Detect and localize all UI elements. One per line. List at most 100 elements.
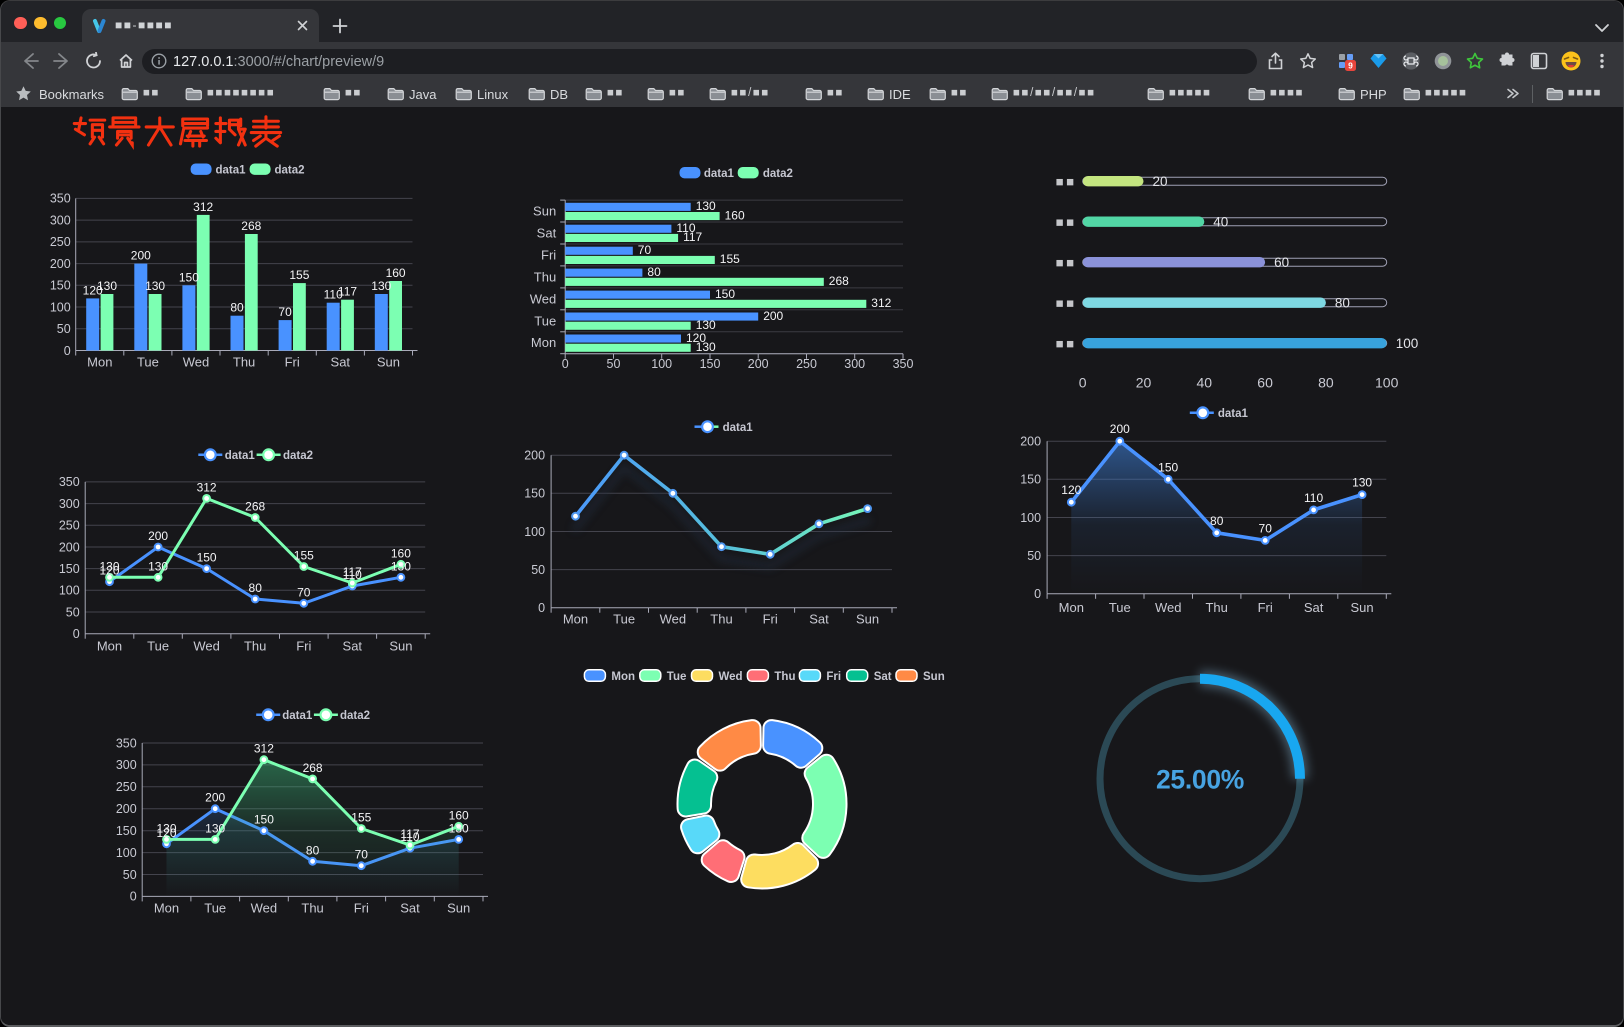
svg-text:50: 50 [57,322,71,336]
svg-text:40: 40 [1197,375,1213,391]
svg-text:130: 130 [97,279,117,293]
svg-text:20: 20 [1153,174,1168,189]
svg-text:300: 300 [59,497,80,511]
svg-text:312: 312 [254,742,274,756]
svg-text:150: 150 [700,357,721,371]
svg-text:Wed: Wed [183,355,210,370]
svg-text:117: 117 [400,827,419,841]
svg-text:data2: data2 [340,710,370,722]
svg-text:Tue: Tue [147,639,169,654]
svg-text:Tue: Tue [534,313,556,328]
svg-text:200: 200 [748,357,769,371]
svg-text:110: 110 [400,830,419,844]
svg-text:0: 0 [538,601,545,615]
svg-text:0: 0 [64,344,71,358]
svg-text:250: 250 [59,519,80,533]
svg-text:Mon: Mon [97,639,122,654]
svg-text:300: 300 [116,758,137,772]
svg-text:70: 70 [1259,521,1273,535]
svg-text:150: 150 [50,279,71,293]
svg-text:■■: ■■ [1056,296,1077,311]
svg-text:150: 150 [1158,460,1178,474]
svg-text:Sun: Sun [447,901,470,916]
svg-text:Wed: Wed [530,291,557,306]
svg-text:■■: ■■ [1056,174,1077,189]
svg-text:80: 80 [647,265,661,279]
svg-text:Wed: Wed [193,639,220,654]
svg-text:100: 100 [651,357,672,371]
svg-text:50: 50 [607,357,621,371]
svg-text:312: 312 [193,200,213,214]
svg-text:200: 200 [763,309,783,323]
svg-text:130: 130 [145,279,165,293]
svg-text:0: 0 [1034,587,1041,601]
svg-text:150: 150 [524,487,545,501]
svg-text:155: 155 [294,549,314,563]
svg-text:Mon: Mon [531,335,556,350]
svg-text:■■: ■■ [1056,255,1077,270]
svg-text:155: 155 [351,811,371,825]
svg-text:9: 9 [1348,61,1353,71]
svg-text:data1: data1 [216,164,247,176]
svg-text:250: 250 [50,235,71,249]
svg-text:data1: data1 [704,168,735,180]
svg-text:Thu: Thu [774,671,795,683]
svg-text:110: 110 [1304,491,1323,505]
svg-text:■■: ■■ [1056,215,1077,230]
svg-text:110: 110 [676,221,695,235]
svg-text:0: 0 [562,357,569,371]
svg-text:70: 70 [278,305,292,319]
svg-text:data2: data2 [283,450,313,462]
svg-text:0: 0 [130,890,137,904]
svg-text:117: 117 [338,285,357,299]
svg-text:Sun: Sun [856,611,879,626]
svg-text:150: 150 [179,270,199,284]
svg-text:100: 100 [1375,375,1399,391]
svg-text:120: 120 [1061,483,1081,497]
svg-text:60: 60 [1257,375,1273,391]
svg-text:50: 50 [66,605,80,619]
svg-text:Fri: Fri [1258,600,1273,615]
svg-text:Wed: Wed [1155,600,1182,615]
svg-text:150: 150 [116,824,137,838]
svg-text:160: 160 [391,546,411,560]
svg-text:130: 130 [99,559,119,573]
svg-text:200: 200 [59,540,80,554]
svg-text:50: 50 [531,563,545,577]
svg-text:200: 200 [205,791,225,805]
svg-text:350: 350 [893,357,914,371]
svg-text:200: 200 [50,257,71,271]
svg-text:130: 130 [696,340,716,354]
svg-text:50: 50 [1027,549,1041,563]
svg-text:200: 200 [116,802,137,816]
svg-text:0: 0 [1079,375,1087,391]
svg-text:Fri: Fri [285,355,300,370]
svg-text:350: 350 [116,736,137,750]
svg-text:312: 312 [197,480,217,494]
svg-text:Mon: Mon [611,671,635,683]
svg-text:100: 100 [59,584,80,598]
svg-text:100: 100 [1020,511,1041,525]
svg-text:data2: data2 [275,164,305,176]
svg-text:250: 250 [796,357,817,371]
svg-text:Tue: Tue [667,671,687,683]
svg-text:100: 100 [50,300,71,314]
svg-text:160: 160 [725,208,745,222]
svg-text:268: 268 [245,500,265,514]
svg-text:Thu: Thu [233,355,255,370]
svg-text:Sat: Sat [400,901,420,916]
svg-text:Thu: Thu [244,639,266,654]
svg-text:Tue: Tue [1109,600,1131,615]
svg-text:200: 200 [1020,435,1041,449]
svg-text:100: 100 [524,525,545,539]
svg-text:Sun: Sun [389,639,412,654]
svg-text:250: 250 [116,780,137,794]
svg-text:120: 120 [686,331,706,345]
svg-text:Sat: Sat [874,671,892,683]
svg-text:300: 300 [50,213,71,227]
svg-text:Tue: Tue [613,611,635,626]
svg-text:110: 110 [324,288,343,302]
svg-text:130: 130 [391,559,411,573]
svg-text:data1: data1 [225,450,256,462]
svg-text:312: 312 [871,296,891,310]
